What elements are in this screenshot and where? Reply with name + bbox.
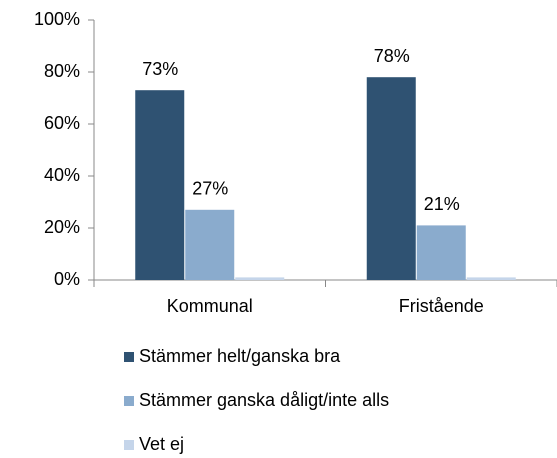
value-label: 21% [424, 194, 460, 214]
y-tick-label: 80% [44, 61, 80, 81]
legend-swatch [124, 440, 134, 450]
legend-label: Vet ej [139, 434, 184, 454]
bar [135, 90, 185, 280]
bar [466, 277, 516, 280]
x-tick-label: Fristående [399, 296, 484, 316]
x-tick-label: Kommunal [167, 296, 253, 316]
y-tick-label: 60% [44, 113, 80, 133]
value-label: 73% [142, 59, 178, 79]
bar [366, 77, 416, 280]
bar [416, 225, 466, 280]
bar [185, 209, 235, 280]
bar [235, 277, 285, 280]
legend-swatch [124, 396, 134, 406]
y-tick-label: 0% [54, 269, 80, 289]
legend-label: Stämmer helt/ganska bra [139, 346, 341, 366]
legend-label: Stämmer ganska dåligt/inte alls [139, 390, 389, 410]
y-tick-label: 20% [44, 217, 80, 237]
y-tick-label: 40% [44, 165, 80, 185]
value-label: 78% [374, 46, 410, 66]
value-label: 27% [192, 179, 228, 199]
y-tick-label: 100% [34, 9, 80, 29]
legend-swatch [124, 352, 134, 362]
